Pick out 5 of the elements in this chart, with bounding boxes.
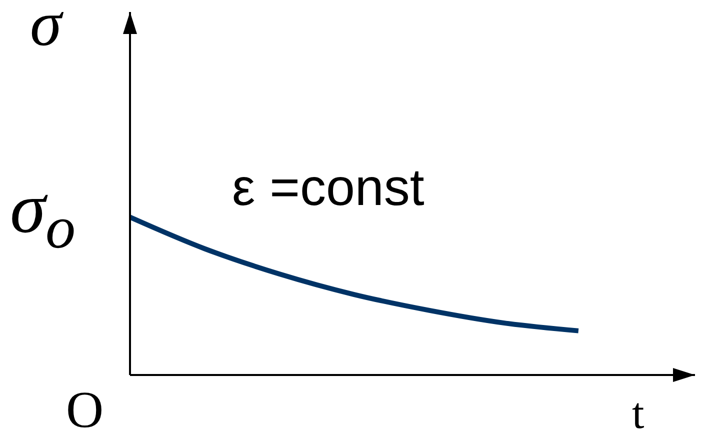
x-axis-title: t xyxy=(632,389,644,438)
text: O xyxy=(66,382,104,439)
text: σ$_{o}$ xyxy=(10,168,76,261)
text: ε =const xyxy=(232,159,424,217)
y-axis-title: σ xyxy=(30,0,62,59)
